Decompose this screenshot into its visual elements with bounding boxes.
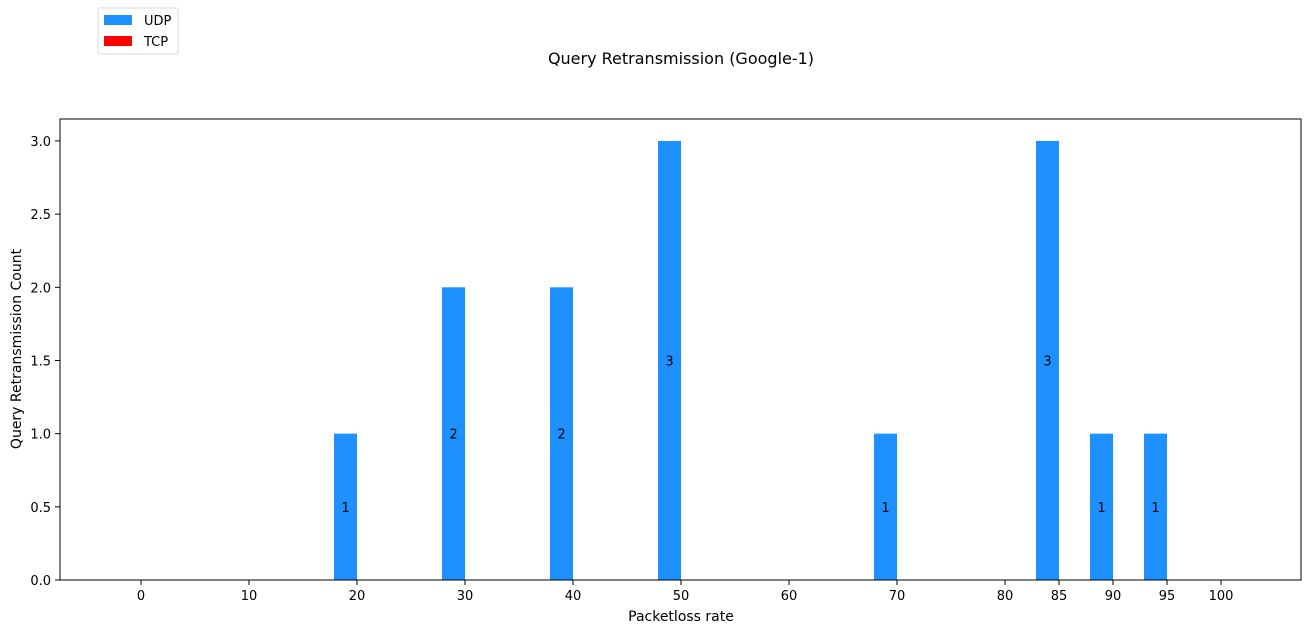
y-tick-label-1.5: 1.5 (30, 354, 51, 369)
legend-swatch-udp (104, 15, 132, 25)
bar-label-95: 1 (1151, 501, 1159, 516)
bar-label-40: 2 (557, 428, 565, 443)
bar-udp-50 (658, 140, 681, 580)
x-tick-label-10: 10 (241, 589, 258, 604)
bar-label-50: 3 (665, 354, 673, 369)
bar-udp-20 (334, 433, 357, 580)
y-tick-label-3.0: 3.0 (30, 135, 51, 150)
legend-swatch-tcp (104, 36, 132, 46)
x-axis-label: Packetloss rate (628, 609, 734, 625)
y-tick-label-1.0: 1.0 (30, 428, 51, 443)
x-axis-ticks: 0 10 20 30 40 50 60 70 80 85 90 95 100 (137, 580, 1234, 604)
x-tick-label-0: 0 (137, 589, 145, 604)
x-tick-label-95: 95 (1159, 589, 1176, 604)
x-tick-label-20: 20 (349, 589, 366, 604)
bar-label-90: 1 (1097, 501, 1105, 516)
y-axis-ticks: 0.0 0.5 1.0 1.5 2.0 2.5 3.0 (30, 135, 60, 589)
bar-label-85: 3 (1043, 354, 1051, 369)
x-tick-label-60: 60 (781, 589, 798, 604)
x-tick-label-30: 30 (457, 589, 474, 604)
y-tick-label-0.0: 0.0 (30, 574, 51, 589)
x-tick-label-100: 100 (1209, 589, 1234, 604)
y-tick-label-0.5: 0.5 (30, 501, 51, 516)
bar-udp-30 (442, 287, 465, 580)
x-tick-label-90: 90 (1105, 589, 1122, 604)
x-tick-label-70: 70 (889, 589, 906, 604)
x-tick-label-85: 85 (1051, 589, 1068, 604)
legend-label-tcp: TCP (143, 35, 168, 50)
bar-udp-70 (874, 433, 897, 580)
legend: UDP TCP (97, 7, 179, 55)
bars-group (334, 140, 1167, 580)
bar-label-20: 1 (341, 501, 349, 516)
x-tick-label-80: 80 (997, 589, 1014, 604)
y-tick-label-2.0: 2.0 (30, 281, 51, 296)
bar-udp-95 (1144, 433, 1167, 580)
x-tick-label-40: 40 (565, 589, 582, 604)
plot-frame (59, 118, 1302, 581)
bar-label-30: 2 (449, 428, 457, 443)
bar-udp-85 (1036, 140, 1059, 580)
x-tick-label-50: 50 (673, 589, 690, 604)
bar-labels-group: 1 2 2 3 1 3 1 1 (341, 354, 1159, 515)
y-tick-label-2.5: 2.5 (30, 208, 51, 223)
legend-label-udp: UDP (144, 14, 172, 29)
bar-udp-90 (1090, 433, 1113, 580)
bar-udp-40 (550, 287, 573, 580)
y-axis-label: Query Retransmission Count (9, 248, 25, 449)
bar-label-70: 1 (881, 501, 889, 516)
chart-title: Query Retransmission (Google-1) (548, 49, 814, 68)
